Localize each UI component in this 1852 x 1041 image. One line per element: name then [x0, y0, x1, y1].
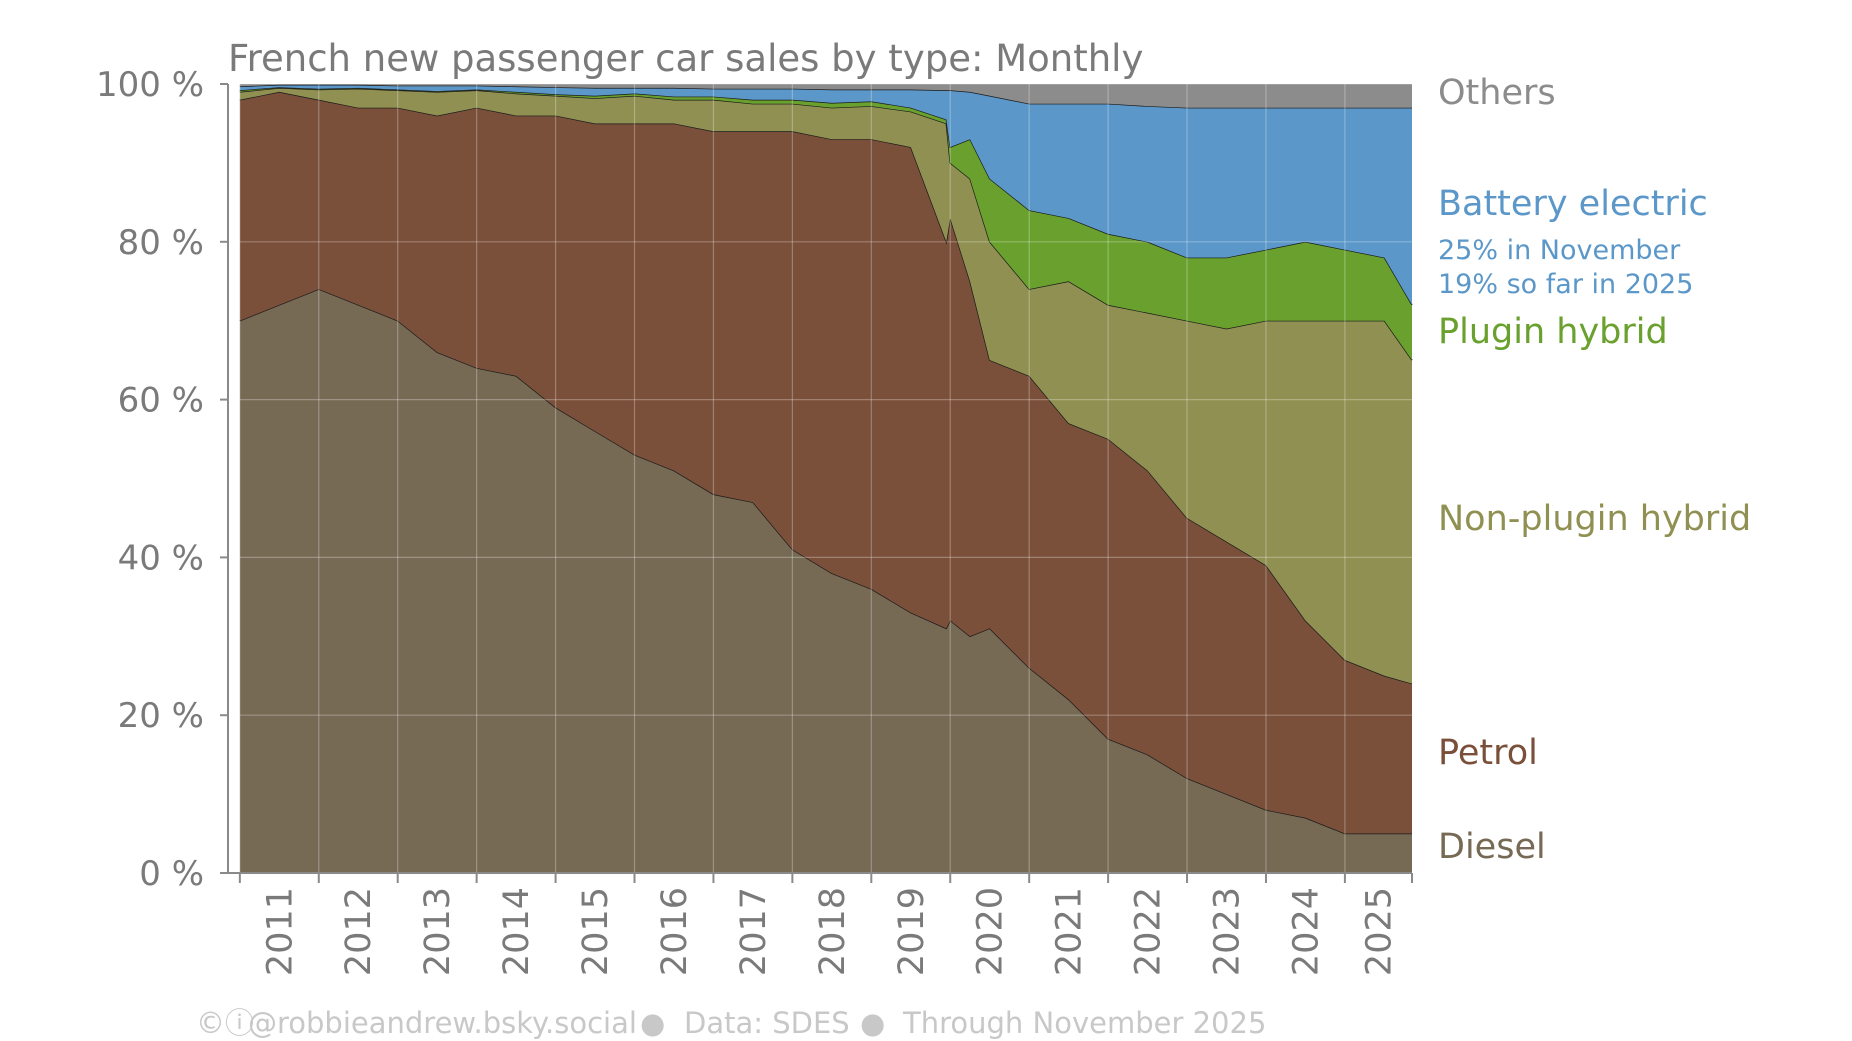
note-battery-electric: 19% so far in 2025: [1438, 269, 1693, 300]
x-tick-label: 2011: [260, 887, 300, 976]
y-tick-label: 20 %: [118, 696, 204, 736]
area-petrol: [239, 91, 1412, 834]
x-tick-label: 2012: [339, 887, 379, 976]
area-diesel: [239, 289, 1412, 874]
x-tick-label: 2013: [418, 887, 458, 976]
credit-handle[interactable]: @robbieandrew.bsky.social: [248, 1006, 637, 1040]
y-tick-label: 0 %: [139, 854, 204, 894]
cc-by-icon: ©ⓘ: [196, 1006, 254, 1040]
note-battery-electric: 25% in November: [1438, 235, 1681, 266]
x-tick-label: 2020: [971, 887, 1011, 976]
chart-title: French new passenger car sales by type: …: [228, 37, 1143, 80]
stacked-areas: [239, 84, 1413, 874]
x-axis: 2011 2012 2013 2014 2015 2016 2017 2018 2019 2020…: [228, 872, 1413, 976]
series-labels: Others Battery electric 25% in November19%…: [1438, 73, 1751, 867]
x-tick-label: 2015: [576, 887, 616, 976]
area-others: [239, 84, 1412, 108]
x-tick-label: 2023: [1208, 887, 1248, 976]
label-plugin-hybrid: Plugin hybrid: [1438, 312, 1668, 352]
data-source: Data: SDES: [684, 1006, 850, 1040]
footer: ©ⓘ @robbieandrew.bsky.social ● Data: SDE…: [196, 1006, 1266, 1040]
coverage-note: Through November 2025: [902, 1006, 1266, 1040]
area-non-plugin-hybrid: [239, 87, 1412, 684]
area-plugin-hybrid: [239, 87, 1412, 361]
label-others: Others: [1438, 73, 1556, 113]
x-tick-label: 2024: [1286, 887, 1326, 976]
x-tick-label: 2025: [1359, 887, 1399, 976]
x-tick-label: 2018: [813, 887, 853, 976]
label-non-plugin-hybrid: Non-plugin hybrid: [1438, 499, 1751, 539]
area-battery-electric: [239, 84, 1412, 305]
label-battery-electric: Battery electric: [1438, 184, 1708, 224]
x-tick-label: 2017: [734, 887, 774, 976]
y-tick-label: 40 %: [118, 538, 204, 578]
y-axis: 0 % 20 % 40 % 60 % 80 % 100 %: [96, 65, 229, 894]
x-tick-label: 2019: [892, 887, 932, 976]
label-diesel: Diesel: [1438, 827, 1546, 867]
x-tick-label: 2021: [1050, 887, 1090, 976]
y-tick-label: 60 %: [118, 381, 204, 421]
separator-1: ●: [640, 1006, 665, 1040]
gridlines: [228, 83, 1412, 874]
x-tick-label: 2014: [497, 887, 537, 976]
y-tick-label: 100 %: [96, 65, 204, 105]
x-tick-label: 2016: [655, 887, 695, 976]
y-tick-label: 80 %: [118, 223, 204, 263]
separator-2: ●: [860, 1006, 885, 1040]
svg-text:©ⓘ @robbieandrew.bsky.so: ©ⓘ @robbieandrew.bsky.social ● Data: SDE…: [196, 1006, 1266, 1040]
x-tick-label: 2022: [1129, 887, 1169, 976]
label-petrol: Petrol: [1438, 733, 1538, 773]
